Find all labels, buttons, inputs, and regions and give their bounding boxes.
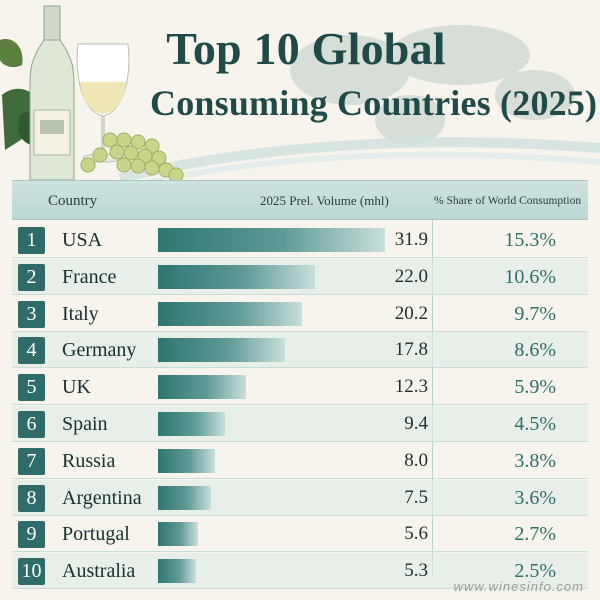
rank-badge: 5 bbox=[18, 374, 45, 402]
volume-value: 22.0 bbox=[394, 265, 428, 287]
decorative-swoosh bbox=[118, 137, 600, 187]
page-subtitle: Consuming Countries (2025) bbox=[150, 83, 598, 123]
column-header-country: Country bbox=[48, 193, 98, 209]
table-row: 7 Russia 8.0 3.8% bbox=[12, 443, 588, 479]
country-name: UK bbox=[62, 376, 91, 399]
column-divider bbox=[432, 220, 433, 578]
rank-badge: 4 bbox=[18, 337, 45, 365]
share-value: 5.9% bbox=[514, 376, 556, 399]
wine-bottle-icon bbox=[29, 5, 75, 181]
country-name: Spain bbox=[62, 413, 108, 435]
country-name: Portugal bbox=[62, 523, 130, 546]
table-row: 2 France 22.0 10.6% bbox=[12, 258, 588, 295]
table-row: 3 Italy 20.2 9.7% bbox=[12, 296, 588, 332]
watermark: www.winesinfo.com bbox=[453, 579, 584, 594]
table-row: 4 Germany 17.8 8.6% bbox=[12, 332, 588, 369]
volume-value: 5.6 bbox=[404, 523, 428, 545]
share-value: 2.7% bbox=[514, 523, 556, 546]
rank-badge: 7 bbox=[18, 447, 45, 475]
rank-badge: 6 bbox=[18, 411, 45, 438]
share-value: 9.7% bbox=[514, 302, 556, 325]
rank-badge: 8 bbox=[18, 484, 45, 512]
world-map-illustration bbox=[290, 25, 575, 145]
share-value: 10.6% bbox=[504, 265, 556, 288]
country-name: Russia bbox=[62, 449, 116, 472]
ranking-table: Country 2025 Prel. Volume (mhl) % Share … bbox=[12, 180, 588, 590]
country-name: Argentina bbox=[62, 486, 142, 509]
share-value: 8.6% bbox=[514, 339, 556, 362]
country-name: USA bbox=[62, 229, 103, 251]
country-name: France bbox=[62, 265, 117, 288]
table-header: Country 2025 Prel. Volume (mhl) % Share … bbox=[12, 180, 588, 220]
country-name: Australia bbox=[62, 560, 136, 583]
share-value: 15.3% bbox=[504, 229, 556, 251]
volume-bar bbox=[158, 485, 212, 510]
volume-bar bbox=[158, 375, 246, 400]
volume-bar bbox=[158, 338, 285, 363]
table-row: 6 Spain 9.4 4.5% bbox=[12, 406, 588, 442]
volume-value: 9.4 bbox=[404, 413, 428, 434]
volume-bar bbox=[158, 412, 225, 436]
page-title: Top 10 Global bbox=[166, 23, 446, 74]
table-row: 1 USA 31.9 15.3% bbox=[12, 222, 588, 258]
volume-bar bbox=[158, 448, 215, 473]
volume-value: 5.3 bbox=[404, 560, 428, 582]
volume-bar bbox=[158, 559, 196, 584]
rank-badge: 9 bbox=[18, 521, 45, 549]
country-name: Germany bbox=[62, 339, 137, 362]
share-value: 4.5% bbox=[514, 413, 556, 435]
grapes-icon bbox=[80, 132, 184, 183]
volume-value: 8.0 bbox=[404, 449, 428, 471]
rank-badge: 3 bbox=[18, 300, 45, 328]
rank-badge: 10 bbox=[18, 558, 45, 586]
volume-value: 12.3 bbox=[394, 376, 428, 398]
wine-illustration bbox=[0, 5, 184, 183]
country-name: Italy bbox=[62, 302, 99, 325]
share-value: 3.6% bbox=[514, 486, 556, 509]
volume-value: 7.5 bbox=[404, 486, 428, 508]
volume-bar bbox=[158, 522, 198, 547]
volume-bar bbox=[158, 264, 315, 289]
volume-bar bbox=[158, 228, 385, 252]
column-header-share: % Share of World Consumption bbox=[434, 195, 582, 207]
table-row: 8 Argentina 7.5 3.6% bbox=[12, 479, 588, 516]
volume-value: 17.8 bbox=[394, 339, 428, 361]
table-row: 5 UK 12.3 5.9% bbox=[12, 369, 588, 406]
rank-badge: 1 bbox=[18, 227, 45, 254]
share-value: 3.8% bbox=[514, 449, 556, 472]
volume-value: 31.9 bbox=[394, 229, 428, 250]
share-value: 2.5% bbox=[514, 560, 556, 583]
volume-bar bbox=[158, 301, 302, 326]
rank-badge: 2 bbox=[18, 263, 45, 291]
column-header-volume: 2025 Prel. Volume (mhl) bbox=[260, 193, 389, 208]
volume-value: 20.2 bbox=[394, 302, 428, 324]
table-row: 9 Portugal 5.6 2.7% bbox=[12, 516, 588, 553]
table-row: 10 Australia 5.3 2.5% bbox=[12, 553, 588, 590]
